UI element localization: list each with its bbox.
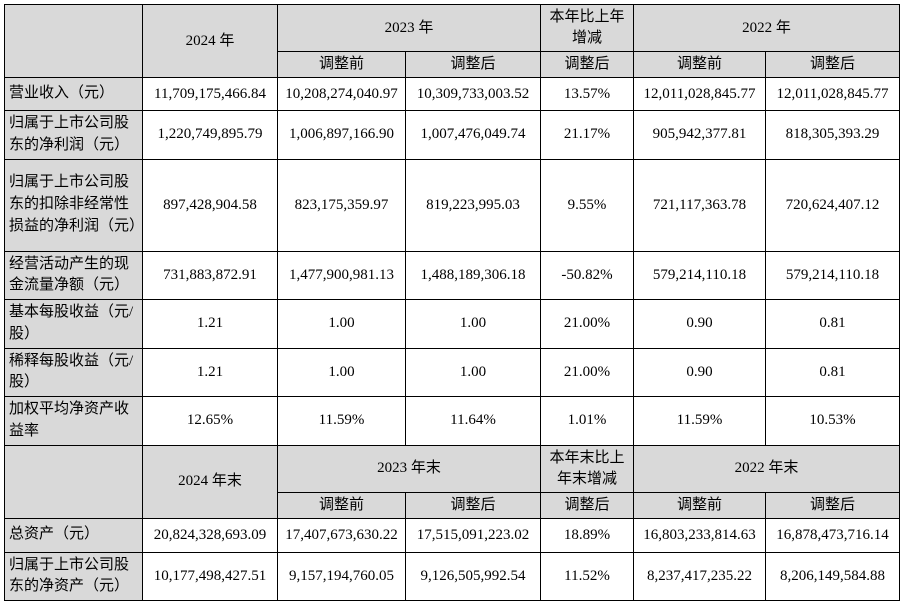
- cell-value: 1.00: [404, 299, 542, 349]
- section1-header-row-top: 2024 年 2023 年 本年比上年增减 2022 年: [4, 4, 901, 78]
- col-header-yearend-change: 本年末比上年末增减: [540, 444, 635, 493]
- cell-value: 10.53%: [765, 396, 901, 446]
- cell-value: 21.00%: [540, 299, 635, 349]
- cell-value: 16,803,233,814.63: [633, 517, 767, 553]
- col-header-yoy-change: 本年比上年增减: [540, 4, 635, 52]
- row-label: 营业收入（元）: [4, 77, 143, 111]
- cell-value: 10,177,498,427.51: [142, 551, 278, 601]
- cell-value: 9.55%: [540, 158, 635, 252]
- table-row-operating-cash-flow: 经营活动产生的现金流量净额（元） 731,883,872.91 1,477,90…: [4, 250, 901, 300]
- cell-value: 16,878,473,716.14: [765, 517, 901, 553]
- cell-value: 0.90: [633, 347, 767, 397]
- row-label: 经营活动产生的现金流量净额（元）: [4, 250, 143, 300]
- table-row-net-profit: 归属于上市公司股东的净利润（元） 1,220,749,895.79 1,006,…: [4, 110, 901, 160]
- cell-value: 11.59%: [277, 396, 406, 446]
- subheader-2023-post-adjust: 调整后: [404, 51, 542, 78]
- cell-value: 721,117,363.78: [633, 158, 767, 252]
- cell-value: 823,175,359.97: [277, 158, 406, 252]
- cell-value: 12.65%: [142, 396, 278, 446]
- cell-value: 18.89%: [540, 517, 635, 553]
- subheader-change-end-post-adjust: 调整后: [540, 491, 635, 519]
- cell-value: 0.81: [765, 299, 901, 349]
- cell-value: 579,214,110.18: [633, 250, 767, 300]
- cell-value: 1,007,476,049.74: [404, 110, 542, 160]
- subheader-2023-pre-adjust: 调整前: [277, 51, 406, 78]
- cell-value: 1.01%: [540, 396, 635, 446]
- cell-value: 1.00: [277, 299, 406, 349]
- corner-cell-section2: [4, 444, 143, 519]
- row-label: 稀释每股收益（元/股）: [4, 347, 143, 397]
- table-row-diluted-eps: 稀释每股收益（元/股） 1.21 1.00 1.00 21.00% 0.90 0…: [4, 347, 901, 397]
- row-label: 总资产（元）: [4, 517, 143, 553]
- cell-value: 8,206,149,584.88: [765, 551, 901, 601]
- table-row-total-assets: 总资产（元） 20,824,328,693.09 17,407,673,630.…: [4, 517, 901, 553]
- col-header-2023-group: 2023 年: [276, 4, 542, 52]
- subheader-2023end-post-adjust: 调整后: [404, 491, 542, 519]
- col-header-2024-yearend: 2024 年末: [142, 444, 278, 519]
- subheader-2023end-pre-adjust: 调整前: [277, 491, 406, 519]
- cell-value: 731,883,872.91: [142, 250, 278, 300]
- cell-value: 1,220,749,895.79: [142, 110, 278, 160]
- row-label: 归属于上市公司股东的扣除非经常性损益的净利润（元）: [4, 158, 143, 252]
- cell-value: 720,624,407.12: [765, 158, 901, 252]
- cell-value: 905,942,377.81: [633, 110, 767, 160]
- cell-value: 1.21: [142, 299, 278, 349]
- cell-value: 13.57%: [540, 77, 635, 111]
- cell-value: 17,407,673,630.22: [277, 517, 406, 553]
- cell-value: 579,214,110.18: [765, 250, 901, 300]
- cell-value: 21.17%: [540, 110, 635, 160]
- table-row-weighted-avg-roe: 加权平均净资产收益率 12.65% 11.59% 11.64% 1.01% 11…: [4, 396, 901, 446]
- cell-value: 1,477,900,981.13: [277, 250, 406, 300]
- cell-value: 1.00: [404, 347, 542, 397]
- cell-value: 818,305,393.29: [765, 110, 901, 160]
- cell-value: 8,237,417,235.22: [633, 551, 767, 601]
- subheader-2022-pre-adjust: 调整前: [633, 51, 767, 78]
- cell-value: 1,006,897,166.90: [277, 110, 406, 160]
- col-header-2024: 2024 年: [142, 4, 278, 78]
- col-header-2023-yearend-group: 2023 年末: [276, 444, 542, 493]
- col-header-2022-group: 2022 年: [633, 4, 901, 52]
- corner-cell-section1: [4, 4, 143, 78]
- cell-value: 1.21: [142, 347, 278, 397]
- cell-value: 11,709,175,466.84: [142, 77, 278, 111]
- table-row-net-assets: 归属于上市公司股东的净资产（元） 10,177,498,427.51 9,157…: [4, 551, 901, 601]
- table-row-basic-eps: 基本每股收益（元/股） 1.21 1.00 1.00 21.00% 0.90 0…: [4, 299, 901, 349]
- cell-value: -50.82%: [540, 250, 635, 300]
- table-row-revenue: 营业收入（元） 11,709,175,466.84 10,208,274,040…: [4, 77, 901, 111]
- cell-value: 897,428,904.58: [142, 158, 278, 252]
- row-label: 归属于上市公司股东的净资产（元）: [4, 551, 143, 601]
- table-row-net-profit-excl-nonrecurring: 归属于上市公司股东的扣除非经常性损益的净利润（元） 897,428,904.58…: [4, 158, 901, 252]
- cell-value: 1,488,189,306.18: [404, 250, 542, 300]
- row-label: 归属于上市公司股东的净利润（元）: [4, 110, 143, 160]
- cell-value: 1.00: [277, 347, 406, 397]
- col-header-2022-yearend-group: 2022 年末: [633, 444, 901, 493]
- cell-value: 0.90: [633, 299, 767, 349]
- cell-value: 9,126,505,992.54: [404, 551, 542, 601]
- subheader-2022-post-adjust: 调整后: [765, 51, 901, 78]
- row-label: 加权平均净资产收益率: [4, 396, 143, 446]
- financial-summary-table: 2024 年 2023 年 本年比上年增减 2022 年 调整前 调整后 调整后…: [4, 4, 901, 601]
- cell-value: 11.59%: [633, 396, 767, 446]
- row-label: 基本每股收益（元/股）: [4, 299, 143, 349]
- cell-value: 17,515,091,223.02: [404, 517, 542, 553]
- cell-value: 11.64%: [404, 396, 542, 446]
- cell-value: 0.81: [765, 347, 901, 397]
- cell-value: 20,824,328,693.09: [142, 517, 278, 553]
- section2-header-row-top: 2024 年末 2023 年末 本年末比上年末增减 2022 年末: [4, 444, 901, 519]
- cell-value: 10,208,274,040.97: [277, 77, 406, 111]
- cell-value: 819,223,995.03: [404, 158, 542, 252]
- cell-value: 11.52%: [540, 551, 635, 601]
- cell-value: 12,011,028,845.77: [765, 77, 901, 111]
- cell-value: 12,011,028,845.77: [633, 77, 767, 111]
- subheader-2022end-pre-adjust: 调整前: [633, 491, 767, 519]
- cell-value: 10,309,733,003.52: [404, 77, 542, 111]
- cell-value: 21.00%: [540, 347, 635, 397]
- section2-header-row-sub: 调整前 调整后 调整后 调整前 调整后: [5, 491, 901, 519]
- subheader-change-post-adjust: 调整后: [540, 51, 635, 78]
- section1-header-row-sub: 调整前 调整后 调整后 调整前 调整后: [5, 51, 901, 78]
- subheader-2022end-post-adjust: 调整后: [765, 491, 901, 519]
- cell-value: 9,157,194,760.05: [277, 551, 406, 601]
